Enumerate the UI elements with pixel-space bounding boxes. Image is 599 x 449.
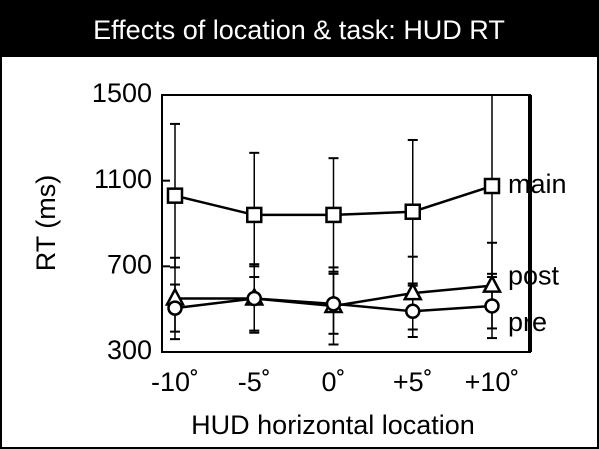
title-bar <box>0 0 599 57</box>
marker <box>484 298 500 314</box>
series-label: post <box>508 261 560 291</box>
marker <box>166 187 184 204</box>
y-axis-label: RT (ms) <box>31 175 61 272</box>
x-axis-label: HUD horizontal location <box>191 410 475 440</box>
marker <box>402 281 423 301</box>
marker <box>167 300 183 316</box>
x-tick-label: -10˚ <box>151 367 199 397</box>
marker <box>325 296 342 312</box>
marker <box>246 206 263 224</box>
y-tick-label: 300 <box>107 335 152 365</box>
x-tick-label: +5˚ <box>393 367 433 397</box>
marker <box>405 303 421 320</box>
y-tick-label: 700 <box>107 249 152 279</box>
x-tick-label: 0˚ <box>321 367 345 397</box>
y-tick-label: 1100 <box>94 164 152 194</box>
series-label: pre <box>508 307 547 337</box>
marker <box>481 273 503 293</box>
x-tick-label: -5˚ <box>238 367 271 397</box>
marker <box>325 206 342 224</box>
chart-title: Effects of location & task: HUD RT <box>93 15 505 45</box>
marker <box>483 177 501 195</box>
y-tick-label: 1500 <box>92 78 152 108</box>
marker <box>246 290 262 307</box>
x-tick-label: +10˚ <box>465 367 520 397</box>
series-label: main <box>508 169 567 199</box>
marker <box>404 203 421 220</box>
